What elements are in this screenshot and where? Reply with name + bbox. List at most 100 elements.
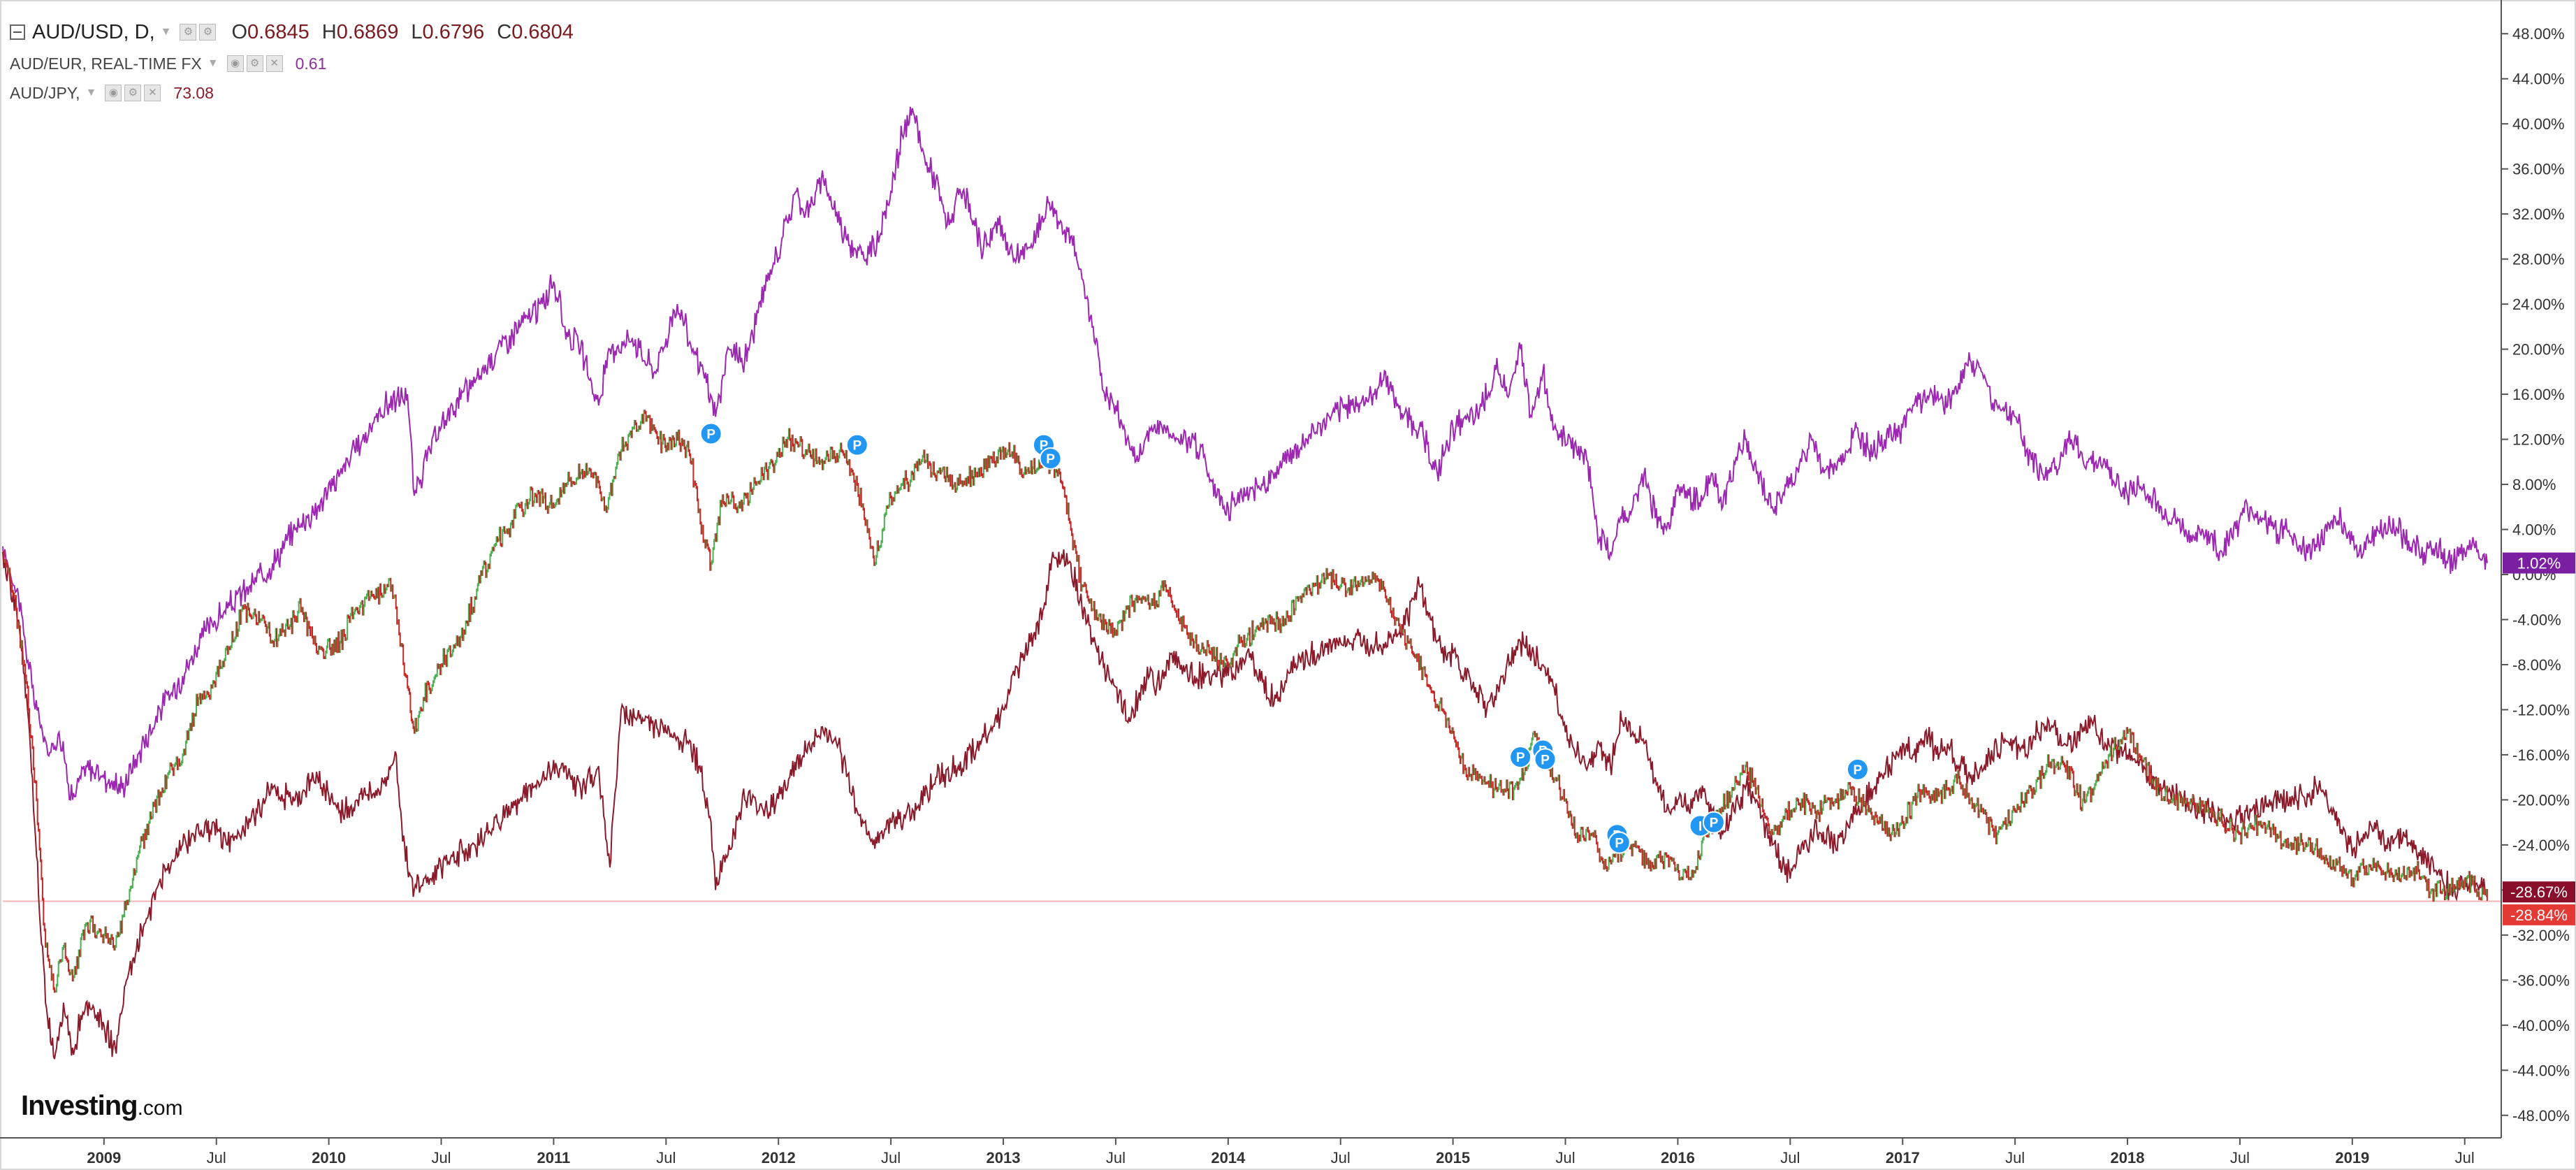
event-badge-label: P xyxy=(1854,763,1863,778)
main-symbol-label[interactable]: AUD/USD, D, xyxy=(32,20,155,43)
event-badge-icon[interactable] xyxy=(699,422,722,445)
y-tick-label: 32.00% xyxy=(2512,205,2565,223)
chevron-down-icon[interactable]: ▼ xyxy=(85,87,97,99)
x-tick-label: 2015 xyxy=(1436,1149,1470,1167)
logo-tld: .com xyxy=(137,1097,183,1120)
candles-up-aud-usd[interactable] xyxy=(3,410,2487,993)
ohlc-close-value: 0.6804 xyxy=(511,20,574,43)
price-label-bg xyxy=(2503,904,2575,925)
event-badge-icon[interactable] xyxy=(1509,746,1532,769)
x-tick-label: Jul xyxy=(1331,1149,1351,1167)
x-tick-label: Jul xyxy=(431,1149,451,1167)
event-badge-label: P xyxy=(1541,753,1550,767)
y-tick-label: -44.00% xyxy=(2512,1062,2570,1079)
event-badge-label: P xyxy=(1046,452,1055,467)
chevron-down-icon[interactable]: ▼ xyxy=(160,26,172,38)
x-tick-label: 2017 xyxy=(1886,1149,1920,1167)
y-tick-label: -12.00% xyxy=(2512,701,2570,718)
x-tick-label: 2019 xyxy=(2335,1149,2369,1167)
ohlc-high-key: H xyxy=(321,20,337,43)
x-tick-label: Jul xyxy=(1780,1149,1800,1167)
logo-brand: Investing xyxy=(21,1090,138,1121)
y-tick-label: 24.00% xyxy=(2512,296,2565,313)
y-tick-label: -24.00% xyxy=(2512,837,2570,854)
collapse-legend-icon[interactable] xyxy=(10,24,25,40)
x-tick-label: Jul xyxy=(881,1149,901,1167)
close-icon[interactable]: ✕ xyxy=(144,85,161,101)
x-tick-label: 2016 xyxy=(1661,1149,1695,1167)
x-tick-label: 2009 xyxy=(87,1149,121,1167)
eye-icon[interactable]: ◉ xyxy=(226,55,244,72)
x-tick-label: Jul xyxy=(1555,1149,1575,1167)
y-tick-label: -4.00% xyxy=(2512,611,2561,628)
candles-down-aud-usd[interactable] xyxy=(3,410,2488,993)
event-badge-icon[interactable] xyxy=(1702,811,1725,834)
y-tick-label: 16.00% xyxy=(2512,386,2565,403)
gear-icon[interactable]: ⚙ xyxy=(246,55,263,72)
y-tick-label: 12.00% xyxy=(2512,431,2565,449)
event-badge-label: I xyxy=(1698,819,1702,834)
event-badge-icon[interactable] xyxy=(1039,447,1062,470)
series-line-aud-jpy[interactable] xyxy=(2,549,2488,1060)
x-tick-label: Jul xyxy=(2005,1149,2025,1167)
format-gear-icon[interactable]: ⚙ xyxy=(199,24,217,41)
y-tick-label: 28.00% xyxy=(2512,251,2565,268)
ohlc-open-value: 0.6845 xyxy=(247,20,310,43)
x-tick-label: 2012 xyxy=(762,1149,796,1167)
chevron-down-icon[interactable]: ▼ xyxy=(207,57,219,69)
price-label-text: -28.84% xyxy=(2510,907,2568,924)
x-tick-label: 2010 xyxy=(312,1149,346,1167)
y-tick-label: -8.00% xyxy=(2512,656,2561,674)
compare-value-eur: 0.61 xyxy=(295,54,327,73)
x-tick-label: Jul xyxy=(656,1149,676,1167)
event-badge-icon[interactable] xyxy=(1608,831,1631,854)
event-badge-icon[interactable] xyxy=(1534,748,1557,771)
compare-symbol-jpy[interactable]: AUD/JPY, xyxy=(10,83,80,102)
y-tick-label: -20.00% xyxy=(2512,791,2570,809)
series-line-aud-eur[interactable] xyxy=(2,106,2488,801)
eye-icon[interactable]: ◉ xyxy=(105,85,122,101)
gear-icon[interactable]: ⚙ xyxy=(124,85,142,101)
event-badge-label: P xyxy=(706,428,715,442)
event-badge-label: P xyxy=(853,439,862,454)
x-tick-label: 2011 xyxy=(537,1149,571,1167)
y-tick-label: 20.00% xyxy=(2512,341,2565,359)
event-badges-layer: PPPPPPPPPIPP xyxy=(699,422,1869,854)
legend-compare-row-jpy: AUD/JPY, ▼ ◉ ⚙ ✕ 73.08 xyxy=(10,78,574,108)
investing-logo: Investing.com xyxy=(21,1090,183,1122)
y-tick-label: -32.00% xyxy=(2512,927,2570,944)
series-layer xyxy=(2,106,2488,1060)
event-badge-label: P xyxy=(1615,837,1624,851)
event-badge-icon[interactable] xyxy=(845,433,868,456)
ohlc-close-key: C xyxy=(497,20,512,43)
compare-symbol-eur[interactable]: AUD/EUR, REAL-TIME FX xyxy=(10,54,202,73)
legend-compare-row-eur: AUD/EUR, REAL-TIME FX ▼ ◉ ⚙ ✕ 0.61 xyxy=(10,49,574,78)
x-tick-label: Jul xyxy=(2230,1149,2250,1167)
chart-legend: AUD/USD, D, ▼ ⚙ ⚙ O 0.6845 H 0.6869 L 0.679… xyxy=(10,15,574,108)
legend-main-row: AUD/USD, D, ▼ ⚙ ⚙ O 0.6845 H 0.6869 L 0.679… xyxy=(10,15,574,49)
x-tick-label: 2013 xyxy=(987,1149,1021,1167)
price-labels-layer: 1.02% -28.67% -28.84% xyxy=(2503,552,2575,925)
y-tick-label: 36.00% xyxy=(2512,161,2565,178)
ohlc-low-value: 0.6796 xyxy=(422,20,485,43)
event-badge-label: P xyxy=(1516,751,1525,765)
price-label-bg xyxy=(2503,881,2575,903)
close-icon[interactable]: ✕ xyxy=(265,55,283,72)
y-tick-label: 48.00% xyxy=(2512,25,2565,43)
y-tick-label: 4.00% xyxy=(2512,521,2556,539)
y-tick-label: -16.00% xyxy=(2512,746,2570,764)
y-tick-label: 44.00% xyxy=(2512,71,2565,88)
y-tick-label: 40.00% xyxy=(2512,115,2565,133)
x-tick-label: Jul xyxy=(1106,1149,1126,1167)
x-tick-label: 2018 xyxy=(2111,1149,2145,1167)
ohlc-low-key: L xyxy=(411,20,423,43)
compare-value-jpy: 73.08 xyxy=(173,83,214,102)
price-label-text: -28.67% xyxy=(2510,883,2568,901)
event-badge-label: P xyxy=(1710,816,1719,831)
settings-gear-icon[interactable]: ⚙ xyxy=(180,24,197,41)
event-badge-icon[interactable] xyxy=(1846,758,1869,781)
